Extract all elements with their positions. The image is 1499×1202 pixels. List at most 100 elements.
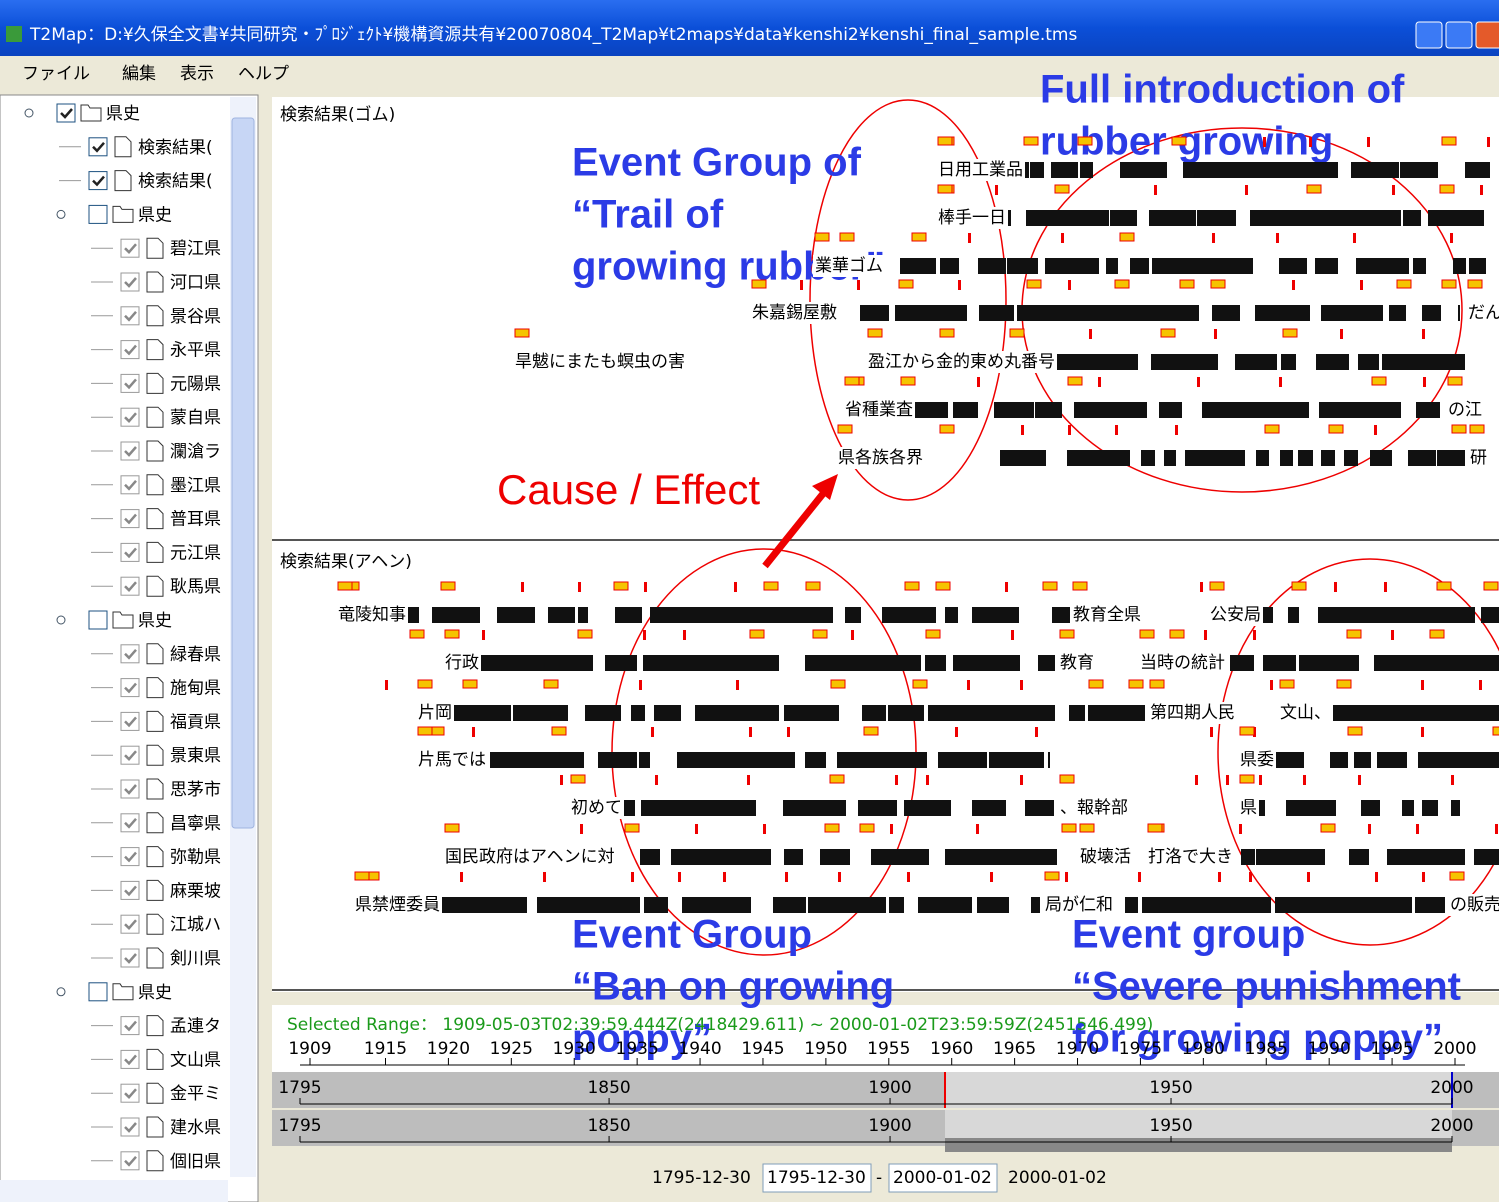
event-tick[interactable] xyxy=(1303,775,1306,785)
event-marker[interactable] xyxy=(1169,629,1185,639)
checkbox[interactable] xyxy=(120,306,140,326)
tree-label[interactable]: 建水県 xyxy=(170,1118,221,1138)
event-marker[interactable] xyxy=(935,581,951,591)
checkbox[interactable] xyxy=(88,204,108,224)
event-tick[interactable] xyxy=(1068,425,1071,435)
tree-label[interactable]: 元陽県 xyxy=(170,374,221,394)
event-tick[interactable] xyxy=(1253,630,1256,640)
event-label[interactable]: 県禁煙委員 xyxy=(355,895,440,915)
event-marker[interactable] xyxy=(859,823,875,833)
checkbox[interactable] xyxy=(120,1049,140,1069)
event-marker[interactable] xyxy=(440,581,456,591)
event-marker[interactable] xyxy=(1264,424,1280,434)
event-tick[interactable] xyxy=(895,775,898,785)
event-marker[interactable] xyxy=(751,279,767,289)
event-tick[interactable] xyxy=(1270,680,1273,690)
event-tick[interactable] xyxy=(977,377,980,387)
event-tick[interactable] xyxy=(1245,185,1248,195)
event-tick[interactable] xyxy=(580,824,583,834)
checkbox[interactable] xyxy=(120,407,140,427)
tree-label[interactable]: 思茅市 xyxy=(170,780,221,800)
event-tick[interactable] xyxy=(1480,185,1483,195)
event-tick[interactable] xyxy=(955,727,958,737)
expand-handle[interactable] xyxy=(56,209,66,219)
menu-item[interactable]: 編集 xyxy=(122,64,156,84)
event-marker[interactable] xyxy=(613,581,629,591)
event-marker[interactable] xyxy=(1009,328,1025,338)
event-tick[interactable] xyxy=(1154,185,1157,195)
event-tick[interactable] xyxy=(1360,280,1363,290)
event-tick[interactable] xyxy=(1138,872,1141,882)
event-tick[interactable] xyxy=(1423,377,1426,387)
event-tick[interactable] xyxy=(1479,680,1482,690)
event-marker[interactable] xyxy=(1149,679,1165,689)
menu-item[interactable]: 表示 xyxy=(180,64,214,84)
event-label[interactable]: 教育 xyxy=(1060,653,1094,673)
tree-label[interactable]: 元江県 xyxy=(170,543,221,563)
event-label[interactable]: 国民政府はアヘンに対 xyxy=(445,847,615,867)
event-tick[interactable] xyxy=(1200,582,1203,592)
checkbox[interactable] xyxy=(120,1083,140,1103)
event-tick[interactable] xyxy=(521,582,524,592)
event-label[interactable]: 研 xyxy=(1470,448,1487,468)
event-label[interactable]: 当時の統計 xyxy=(1140,653,1225,673)
event-marker[interactable] xyxy=(939,328,955,338)
event-tick[interactable] xyxy=(1098,377,1101,387)
event-label[interactable]: 県 xyxy=(1240,798,1257,818)
event-label[interactable]: の販売 xyxy=(1450,895,1499,915)
checkbox[interactable] xyxy=(88,610,108,630)
tree-label[interactable]: 県史 xyxy=(106,104,140,124)
event-marker[interactable] xyxy=(1128,679,1144,689)
event-marker[interactable] xyxy=(839,232,855,242)
checkbox[interactable] xyxy=(120,711,140,731)
tree-label[interactable]: 碧江県 xyxy=(170,239,221,259)
event-label[interactable]: 日用工業品 xyxy=(938,160,1023,180)
event-marker[interactable] xyxy=(1044,871,1060,881)
event-tick[interactable] xyxy=(1487,137,1490,147)
event-tick[interactable] xyxy=(1175,425,1178,435)
event-tick[interactable] xyxy=(785,872,788,882)
event-tick[interactable] xyxy=(1279,377,1282,387)
event-label[interactable]: 県各族各界 xyxy=(838,448,923,468)
expand-handle[interactable] xyxy=(56,615,66,625)
event-tick[interactable] xyxy=(683,630,686,640)
event-tick[interactable] xyxy=(1035,727,1038,737)
event-marker[interactable] xyxy=(911,232,927,242)
event-tick[interactable] xyxy=(1249,872,1252,882)
event-marker[interactable] xyxy=(1346,629,1362,639)
event-marker[interactable] xyxy=(1483,581,1499,591)
event-marker[interactable] xyxy=(417,726,433,736)
event-tick[interactable] xyxy=(1392,185,1395,195)
event-tick[interactable] xyxy=(578,582,581,592)
event-marker[interactable] xyxy=(1447,376,1463,386)
event-marker[interactable] xyxy=(1279,679,1295,689)
checkbox[interactable] xyxy=(120,779,140,799)
event-marker[interactable] xyxy=(1429,629,1445,639)
tree-label[interactable]: 個旧県 xyxy=(170,1152,221,1172)
event-marker[interactable] xyxy=(543,679,559,689)
event-marker[interactable] xyxy=(1306,184,1322,194)
tree-label[interactable]: 永平県 xyxy=(170,341,221,361)
event-label[interactable]: 局が仁和 xyxy=(1045,895,1113,915)
event-tick[interactable] xyxy=(1292,280,1295,290)
event-tick[interactable] xyxy=(851,630,854,640)
checkbox[interactable] xyxy=(120,238,140,258)
event-marker[interactable] xyxy=(1209,581,1225,591)
event-tick[interactable] xyxy=(651,727,654,737)
event-tick[interactable] xyxy=(1450,233,1453,243)
checkbox[interactable] xyxy=(120,1016,140,1036)
checkbox[interactable] xyxy=(120,948,140,968)
checkbox[interactable] xyxy=(88,171,108,191)
event-label[interactable]: 、報幹部 xyxy=(1060,797,1128,818)
event-label[interactable]: 盈江から金的東め丸番号 xyxy=(868,352,1055,372)
event-marker[interactable] xyxy=(1042,581,1058,591)
checkbox[interactable] xyxy=(120,847,140,867)
event-marker[interactable] xyxy=(1059,774,1075,784)
event-tick[interactable] xyxy=(1226,775,1229,785)
event-marker[interactable] xyxy=(1067,376,1083,386)
event-tick[interactable] xyxy=(1061,233,1064,243)
expand-handle[interactable] xyxy=(56,987,66,997)
tree-label[interactable]: 河口県 xyxy=(170,273,221,293)
tree-label[interactable]: 剣川県 xyxy=(170,949,221,969)
event-tick[interactable] xyxy=(907,872,910,882)
